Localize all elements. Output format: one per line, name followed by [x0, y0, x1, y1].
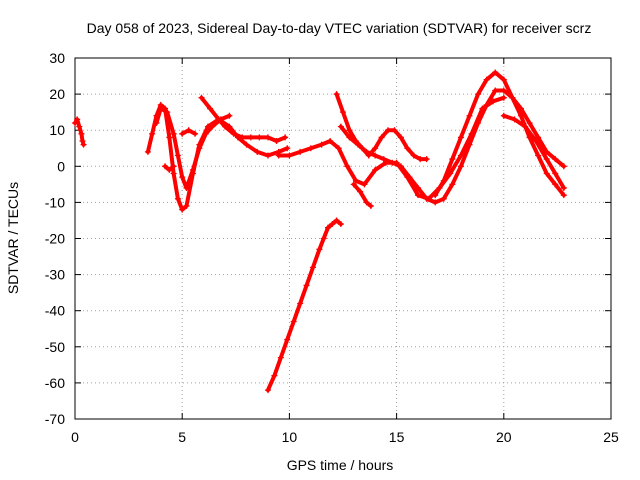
y-tick-label: 30 [49, 50, 65, 66]
dense-marker-track [334, 92, 429, 162]
series-track-1 [72, 116, 87, 148]
dense-marker-track [154, 106, 232, 190]
y-tick-label: -10 [45, 194, 65, 210]
x-axis-label: GPS time / hours [287, 457, 394, 473]
series-track-11 [350, 181, 374, 210]
x-tick-label: 15 [389, 429, 405, 445]
x-tick-label: 5 [178, 429, 186, 445]
axis-ticks [74, 57, 612, 420]
y-tick-label: 0 [57, 158, 65, 174]
x-tick-label: 20 [496, 429, 512, 445]
y-tick-label: -40 [45, 303, 65, 319]
series-track-7 [264, 217, 344, 394]
dense-marker-track [501, 113, 566, 190]
x-tick-label: 0 [71, 429, 79, 445]
x-tick-label: 10 [282, 429, 298, 445]
series-track-6 [198, 94, 289, 145]
series-track-9 [333, 91, 430, 163]
dense-marker-track [163, 164, 176, 172]
x-tick-label: 25 [603, 429, 619, 445]
y-tick-labels: -70 -60 -50 -40 -30 -20 -10 0 10 20 30 [45, 50, 65, 427]
dense-marker-track [433, 70, 566, 198]
series-track-5 [179, 127, 199, 137]
dense-marker-track [180, 128, 198, 136]
y-tick-label: -20 [45, 231, 65, 247]
dense-marker-track [338, 88, 566, 205]
y-axis-label: SDTVAR / TECUs [5, 182, 21, 294]
dense-marker-track [73, 117, 86, 147]
x-tick-labels: 0 5 10 15 20 25 [71, 429, 619, 445]
y-tick-label: -30 [45, 267, 65, 283]
y-tick-label: 20 [49, 86, 65, 102]
chart-title: Day 058 of 2023, Sidereal Day-to-day VTE… [87, 20, 592, 36]
y-tick-label: -70 [45, 411, 65, 427]
data-points [72, 69, 567, 394]
y-tick-label: -60 [45, 375, 65, 391]
dense-marker-track [351, 182, 373, 209]
series-track-4 [162, 163, 177, 173]
dense-marker-track [265, 218, 343, 393]
series-track-12 [432, 69, 567, 199]
dense-marker-track [199, 95, 288, 144]
series-track-13 [500, 112, 567, 191]
y-tick-label: 10 [49, 122, 65, 138]
y-tick-label: -50 [45, 339, 65, 355]
dense-marker-track [276, 95, 506, 201]
